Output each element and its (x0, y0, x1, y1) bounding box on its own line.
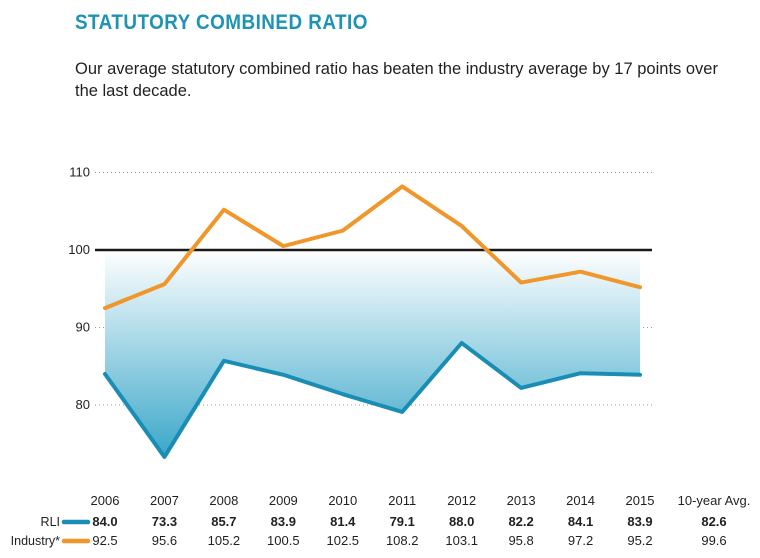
x-tick-label: 2006 (91, 493, 120, 508)
data-label-industry: 108.2 (386, 533, 419, 548)
data-label-industry: 95.8 (508, 533, 533, 548)
data-label-rli: 88.0 (449, 514, 474, 529)
x-tick-label: 2014 (566, 493, 595, 508)
x-tick-label: 2013 (507, 493, 536, 508)
data-label-rli: 83.9 (627, 514, 652, 529)
chart-title: STATUTORY COMBINED RATIO (75, 11, 368, 34)
data-label-industry: 103.1 (445, 533, 478, 548)
data-label-industry: 100.5 (267, 533, 300, 548)
y-tick-label: 90 (76, 320, 90, 335)
data-label-industry: 92.5 (92, 533, 117, 548)
data-label-industry: 95.2 (627, 533, 652, 548)
x-tick-label: 2011 (388, 493, 416, 508)
shaded-area (105, 250, 640, 457)
data-label-rli: 73.3 (152, 514, 177, 529)
data-table: 2006 2007 2008 2009 2010 2011 2012 2013 2014 2015… (11, 493, 751, 548)
legend-label-rli: RLI (41, 515, 60, 529)
chart-subtitle: Our average statutory combined ratio has… (75, 60, 718, 100)
x-tick-label: 2008 (209, 493, 238, 508)
x-tick-label: 2012 (447, 493, 476, 508)
data-label-rli: 85.7 (211, 514, 236, 529)
x-tick-label: 2009 (269, 493, 298, 508)
data-label-rli: 83.9 (271, 514, 296, 529)
data-label-rli: 84.0 (92, 514, 117, 529)
avg-value-industry: 99.6 (701, 533, 726, 548)
area-fill (105, 250, 640, 457)
y-tick-label: 80 (76, 397, 90, 412)
y-tick-label: 100 (68, 242, 90, 257)
data-label-rli: 81.4 (330, 514, 356, 529)
rli-series-line (103, 341, 642, 459)
series-lines (103, 184, 642, 459)
data-label-industry: 102.5 (327, 533, 360, 548)
y-tick-label: 110 (69, 165, 90, 180)
data-label-industry: 95.6 (152, 533, 177, 548)
x-tick-label: 2015 (626, 493, 655, 508)
legend-label-industry: Industry* (11, 534, 60, 548)
avg-header: 10-year Avg. (678, 493, 751, 508)
x-tick-label: 2010 (328, 493, 357, 508)
data-label-industry: 105.2 (208, 533, 241, 548)
data-label-rli: 79.1 (390, 514, 415, 529)
data-label-rli: 82.2 (508, 514, 533, 529)
avg-value-rli: 82.6 (701, 514, 726, 529)
data-label-industry: 97.2 (568, 533, 593, 548)
x-tick-label: 2007 (150, 493, 179, 508)
industry-series-line (103, 184, 642, 311)
y-axis-ticks: 80 90 100 110 (68, 165, 90, 413)
data-label-rli: 84.1 (568, 514, 593, 529)
